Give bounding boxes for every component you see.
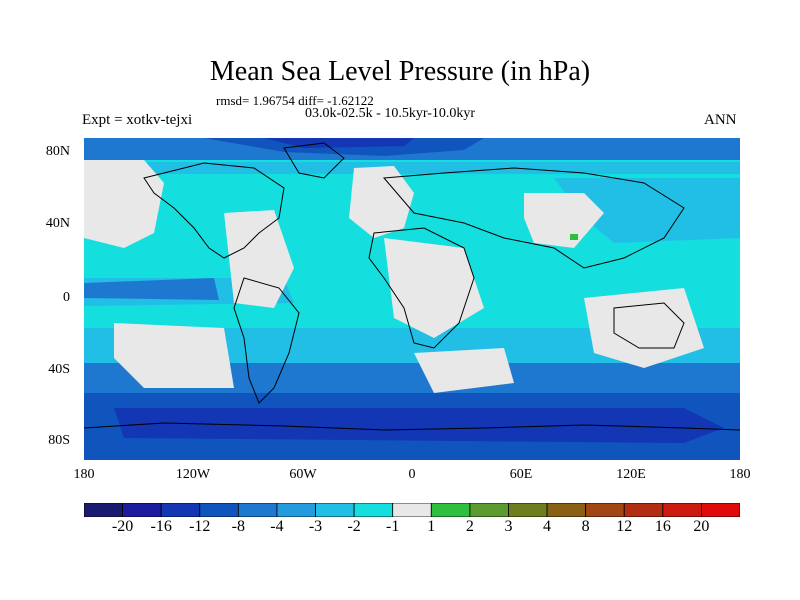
colorbar-label: -16 <box>150 518 172 535</box>
colorbar-swatch <box>585 503 625 517</box>
coast-africa <box>368 227 475 349</box>
colorbar-label: 3 <box>504 518 513 535</box>
neutral-atlantic <box>349 166 414 238</box>
y-tick-label: 80S <box>48 433 70 448</box>
colorbar-label: 16 <box>654 518 671 535</box>
x-tick-label: 0 <box>408 467 416 482</box>
colorbar-label: -12 <box>189 518 211 535</box>
colorbar-swatch <box>623 503 664 517</box>
y-tick-label: 40S <box>48 362 70 377</box>
north-pacific-band <box>554 178 740 243</box>
colorbar-swatch <box>315 503 355 517</box>
stats-line: rmsd= 1.96754 diff= -1.62122 <box>216 93 374 108</box>
colorbar-swatch <box>160 503 201 517</box>
south-pacific-deep <box>84 278 219 300</box>
neutral-np-west <box>84 160 164 248</box>
colorbar-label: -20 <box>111 518 134 535</box>
x-tick-label: 60W <box>289 467 317 482</box>
colorbar-label: 2 <box>465 518 474 535</box>
colorbar-label: 20 <box>693 518 710 535</box>
contour-fills <box>84 138 740 460</box>
colorbar-label: 4 <box>543 518 552 535</box>
x-tick-label: 120E <box>616 467 646 482</box>
colorbar-swatch <box>353 503 394 517</box>
colorbar-swatch <box>662 503 702 517</box>
neutral-south-atlantic <box>414 348 514 393</box>
y-tick-label: 40N <box>45 216 70 231</box>
colorbar-swatch <box>237 503 278 517</box>
y-tick-label: 0 <box>63 290 70 305</box>
colorbar-label: 8 <box>581 518 590 535</box>
neutral-africa <box>384 238 484 338</box>
colorbar-swatch <box>546 503 587 517</box>
colorbar-swatch <box>276 503 316 517</box>
colorbar-label: -1 <box>386 518 400 535</box>
arctic-band <box>84 162 740 174</box>
colorbar-label: -8 <box>231 518 246 535</box>
x-tick-label: 180 <box>729 467 751 482</box>
x-tick-label: 120W <box>175 467 211 482</box>
coast-north-america <box>143 162 285 259</box>
colorbar-swatch <box>469 503 509 517</box>
neutral-americas <box>224 210 294 308</box>
colorbar-swatch <box>199 503 239 517</box>
season-label: ANN <box>704 112 737 128</box>
y-tick-label: 80N <box>45 144 70 159</box>
colorbar-swatch <box>84 503 123 517</box>
neutral-south-pacific <box>114 323 234 388</box>
coast-antarctica <box>84 422 740 431</box>
colorbar-swatch <box>701 503 740 517</box>
colorbar-swatch <box>508 503 548 517</box>
neutral-asia <box>524 193 604 248</box>
antarctic-core <box>114 408 724 443</box>
green-anomaly <box>570 234 578 240</box>
pressure-map <box>84 138 740 460</box>
x-tick-label: 60E <box>509 467 533 482</box>
x-tick-label: 180 <box>73 467 95 482</box>
colorbar-label: -3 <box>308 518 323 535</box>
colorbar-label: 1 <box>427 518 436 535</box>
map-title: Mean Sea Level Pressure (in hPa) <box>209 56 591 87</box>
period-line: 03.0k-02.5k - 10.5kyr-10.0kyr <box>305 106 476 121</box>
colorbar-label: -4 <box>270 518 284 535</box>
coast-eurasia <box>382 167 685 269</box>
coast-greenland <box>283 142 345 179</box>
experiment-label: Expt = xotkv-tejxi <box>82 112 193 128</box>
coast-australia <box>613 302 685 349</box>
colorbar-swatch <box>430 503 471 517</box>
colorbar-swatch <box>392 503 432 517</box>
coastlines <box>84 142 740 431</box>
colorbar-swatch <box>122 503 162 517</box>
colorbar <box>84 503 740 517</box>
colorbar-label: -2 <box>347 518 361 535</box>
colorbar-label: 12 <box>616 518 633 535</box>
coast-south-america <box>233 277 300 404</box>
